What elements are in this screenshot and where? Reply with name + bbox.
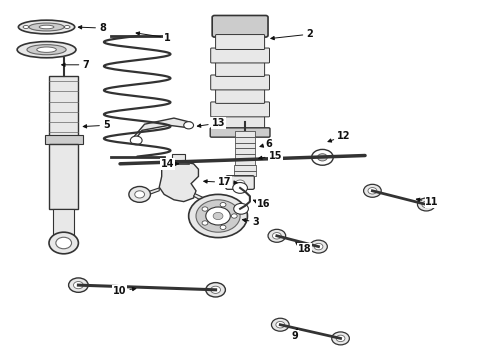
Bar xyxy=(53,209,74,238)
FancyBboxPatch shape xyxy=(216,35,265,49)
Bar xyxy=(235,154,255,159)
Circle shape xyxy=(368,188,377,194)
Circle shape xyxy=(332,332,349,345)
Circle shape xyxy=(49,232,78,254)
Text: 7: 7 xyxy=(62,60,89,70)
Polygon shape xyxy=(142,188,159,196)
Circle shape xyxy=(336,335,345,342)
Circle shape xyxy=(184,122,194,129)
FancyBboxPatch shape xyxy=(216,62,265,76)
Polygon shape xyxy=(132,118,191,142)
Circle shape xyxy=(231,214,237,218)
Text: 17: 17 xyxy=(218,177,237,187)
Bar xyxy=(235,143,255,148)
Bar xyxy=(49,144,78,209)
Text: 5: 5 xyxy=(83,120,110,130)
Circle shape xyxy=(318,154,327,161)
Circle shape xyxy=(135,191,145,198)
Ellipse shape xyxy=(169,161,179,166)
FancyBboxPatch shape xyxy=(226,176,254,189)
Text: 16: 16 xyxy=(253,199,271,210)
Text: 11: 11 xyxy=(416,197,439,207)
Ellipse shape xyxy=(39,25,54,29)
Circle shape xyxy=(213,212,223,220)
Ellipse shape xyxy=(29,23,64,31)
Ellipse shape xyxy=(64,26,70,28)
FancyBboxPatch shape xyxy=(211,48,270,63)
Circle shape xyxy=(312,149,333,165)
Text: 18: 18 xyxy=(296,243,312,254)
Circle shape xyxy=(276,321,285,328)
FancyBboxPatch shape xyxy=(211,102,270,117)
Bar xyxy=(235,159,255,165)
Ellipse shape xyxy=(19,20,75,34)
Circle shape xyxy=(220,225,226,229)
Text: 15: 15 xyxy=(259,150,282,161)
Polygon shape xyxy=(194,194,206,202)
Circle shape xyxy=(234,203,248,214)
Circle shape xyxy=(206,283,225,297)
Circle shape xyxy=(211,286,220,293)
Circle shape xyxy=(314,243,323,250)
Circle shape xyxy=(271,318,289,331)
Bar xyxy=(49,76,78,137)
Circle shape xyxy=(130,136,142,145)
FancyBboxPatch shape xyxy=(216,89,265,103)
Circle shape xyxy=(189,194,247,238)
Text: 6: 6 xyxy=(260,139,272,149)
Circle shape xyxy=(56,237,72,249)
FancyBboxPatch shape xyxy=(216,116,265,130)
Ellipse shape xyxy=(37,47,56,52)
Circle shape xyxy=(220,203,226,207)
Circle shape xyxy=(74,282,83,289)
Ellipse shape xyxy=(27,45,66,55)
Bar xyxy=(45,135,83,144)
Text: 1: 1 xyxy=(136,32,171,43)
Bar xyxy=(172,154,185,160)
Bar xyxy=(235,148,255,154)
Circle shape xyxy=(202,221,208,225)
Circle shape xyxy=(272,233,281,239)
Polygon shape xyxy=(159,158,198,202)
Text: 14: 14 xyxy=(160,159,178,169)
Bar xyxy=(234,171,256,176)
Circle shape xyxy=(196,200,240,232)
Ellipse shape xyxy=(17,41,76,58)
Bar xyxy=(235,137,255,143)
Text: 12: 12 xyxy=(328,131,351,142)
Ellipse shape xyxy=(23,26,29,28)
Circle shape xyxy=(417,198,435,211)
Text: 9: 9 xyxy=(292,329,298,341)
FancyBboxPatch shape xyxy=(210,128,270,137)
Circle shape xyxy=(268,229,286,242)
Circle shape xyxy=(233,183,247,193)
Circle shape xyxy=(310,240,327,253)
Text: 10: 10 xyxy=(113,286,136,296)
Text: 13: 13 xyxy=(197,118,225,128)
FancyBboxPatch shape xyxy=(212,15,268,37)
Circle shape xyxy=(202,207,208,211)
Circle shape xyxy=(129,186,150,202)
Bar xyxy=(235,131,255,137)
Circle shape xyxy=(422,201,431,208)
Text: 2: 2 xyxy=(271,29,313,40)
FancyBboxPatch shape xyxy=(211,75,270,90)
Circle shape xyxy=(206,207,230,225)
Circle shape xyxy=(364,184,381,197)
Circle shape xyxy=(69,278,88,292)
Bar xyxy=(234,165,256,171)
Text: 8: 8 xyxy=(78,23,106,33)
Text: 3: 3 xyxy=(243,217,259,227)
Text: 4: 4 xyxy=(204,177,225,187)
Circle shape xyxy=(235,180,245,187)
